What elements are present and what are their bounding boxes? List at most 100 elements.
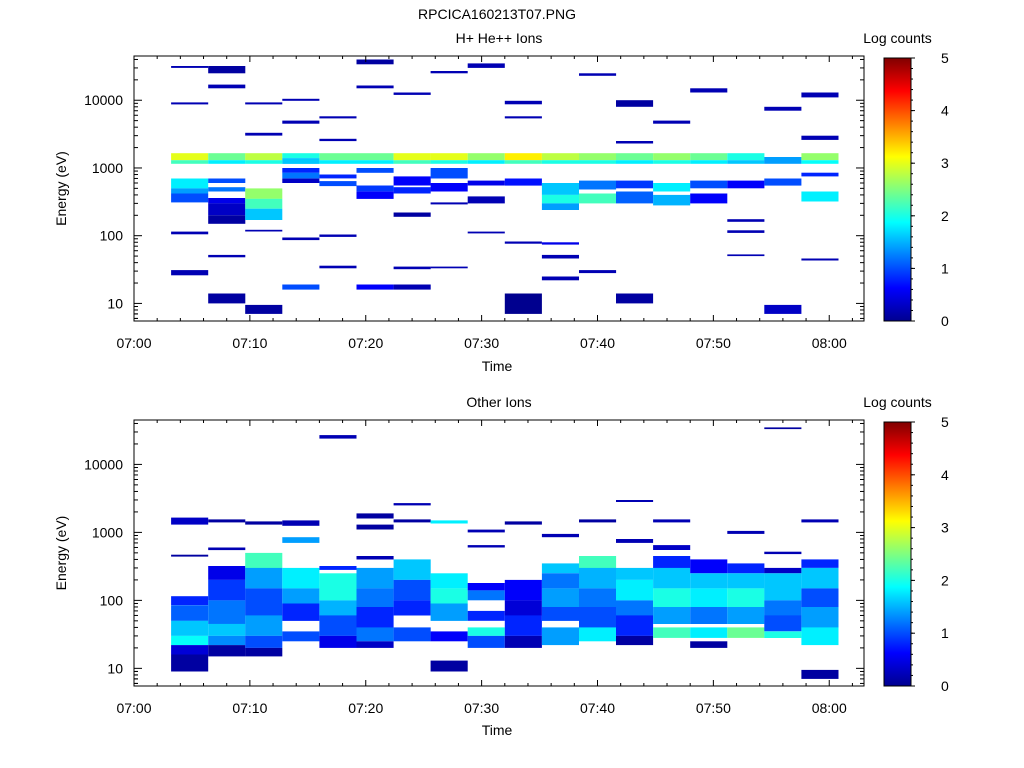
heatmap-cell xyxy=(319,153,357,161)
heatmap-cell xyxy=(504,160,542,164)
y-tick-label: 1000 xyxy=(92,160,123,176)
heatmap-cell xyxy=(171,160,209,164)
heatmap-cell xyxy=(208,198,246,204)
heatmap-cell xyxy=(653,545,691,550)
heatmap-cell xyxy=(801,519,839,523)
y-axis: 10 100 1000 10000 xyxy=(84,422,864,684)
heatmap-cell xyxy=(579,588,617,607)
heatmap-cell xyxy=(430,520,468,524)
heatmap-cell xyxy=(727,588,765,607)
heatmap-cell xyxy=(393,503,431,506)
heatmap-cell xyxy=(653,183,691,192)
heatmap-cell xyxy=(356,168,394,173)
heatmap-cell xyxy=(171,178,209,189)
heatmap-cell xyxy=(171,605,209,621)
heatmap-cell xyxy=(579,160,617,164)
heatmap-cell xyxy=(727,573,765,589)
heatmap-cell xyxy=(541,533,579,538)
heatmap-cell xyxy=(616,600,654,616)
heatmap-cell xyxy=(467,545,505,548)
heatmap-cell xyxy=(616,293,654,304)
heatmap-cell xyxy=(208,600,246,624)
heatmap-cell xyxy=(616,635,654,646)
x-tick-label: 08:00 xyxy=(812,335,847,351)
heatmap-cell xyxy=(801,191,839,202)
y-tick-label: 1000 xyxy=(92,524,123,540)
heatmap-cell xyxy=(282,178,320,183)
colorbar-tick-label: 4 xyxy=(941,467,949,483)
heatmap-cell xyxy=(171,645,209,655)
heatmap-cell xyxy=(282,284,320,290)
heatmap-cell xyxy=(727,530,765,534)
heatmap-cell xyxy=(579,193,617,204)
heatmap-cell xyxy=(467,635,505,648)
x-tick-label: 07:40 xyxy=(580,335,615,351)
heatmap-cell xyxy=(430,631,468,642)
x-tick-label: 07:40 xyxy=(580,700,615,716)
heatmap-cell xyxy=(690,588,728,607)
colorbar-tick-label: 1 xyxy=(941,260,949,276)
colorbar-tick-label: 2 xyxy=(941,572,949,588)
heatmap-cell xyxy=(430,603,468,621)
heatmap-cell xyxy=(690,160,728,164)
heatmap-cell xyxy=(208,645,246,657)
heatmap-cell xyxy=(282,168,320,173)
heatmap-cell xyxy=(393,559,431,580)
x-axis: 07:00 07:10 07:20 07:30 07:40 07:50 08:00 xyxy=(116,56,853,351)
heatmap-cell xyxy=(690,153,728,161)
heatmap-cell xyxy=(579,73,617,76)
x-tick-label: 07:10 xyxy=(232,335,267,351)
heatmap-cell xyxy=(319,615,357,636)
heatmap-cell xyxy=(653,160,691,164)
heatmap-cell xyxy=(282,237,320,241)
colorbar-label: Log counts xyxy=(863,30,932,46)
figure-title: RPCICA160213T07.PNG xyxy=(418,6,576,22)
x-tick-label: 07:20 xyxy=(348,335,383,351)
heatmap-cell xyxy=(579,270,617,274)
heatmap-cell xyxy=(653,588,691,607)
heatmap-cell xyxy=(467,627,505,636)
colorbar-tick-label: 3 xyxy=(941,155,949,171)
heatmap-cell xyxy=(430,168,468,179)
heatmap-cell xyxy=(171,554,209,557)
colorbar-gradient xyxy=(883,57,912,322)
heatmap-cell xyxy=(653,607,691,624)
y-tick-label: 10000 xyxy=(84,92,123,108)
heatmap-cell xyxy=(393,92,431,95)
heatmap-cell xyxy=(319,138,357,142)
heatmap-cell xyxy=(282,567,320,589)
heatmap-cell xyxy=(208,566,246,580)
colorbar-tick-label: 0 xyxy=(941,313,949,329)
heatmap-cell xyxy=(282,537,320,543)
heatmap-cell xyxy=(171,620,209,636)
heatmap-cell xyxy=(801,160,839,164)
heatmap-cell xyxy=(616,579,654,601)
colorbar-tick-label: 2 xyxy=(941,208,949,224)
heatmap-cell xyxy=(245,635,283,648)
heatmap-cell xyxy=(504,153,542,161)
heatmap-cell xyxy=(764,631,802,638)
colorbar-tick-label: 4 xyxy=(941,103,949,119)
heatmap-cell xyxy=(430,266,468,269)
x-axis-label: Time xyxy=(482,722,513,738)
heatmap-cell xyxy=(504,615,542,636)
heatmap-cell xyxy=(801,607,839,628)
y-tick-label: 100 xyxy=(100,592,124,608)
heatmap-cell xyxy=(208,187,246,192)
heatmap-cell xyxy=(801,669,839,679)
y-axis-label: Energy (eV) xyxy=(53,151,69,226)
heatmap-cell xyxy=(245,647,283,657)
heatmap-cell xyxy=(356,185,394,192)
heatmap-cell xyxy=(171,596,209,606)
heatmap-cell xyxy=(319,160,357,164)
x-tick-label: 07:00 xyxy=(116,700,151,716)
heatmap-cell xyxy=(690,573,728,589)
colorbar-tick-label: 0 xyxy=(941,678,949,694)
heatmap-cell xyxy=(616,191,654,204)
heatmap-cell xyxy=(616,153,654,161)
heatmap-cell xyxy=(653,194,691,206)
heatmap-cell xyxy=(282,158,320,164)
heatmap-cell xyxy=(282,588,320,604)
heatmap-cell xyxy=(208,178,246,183)
